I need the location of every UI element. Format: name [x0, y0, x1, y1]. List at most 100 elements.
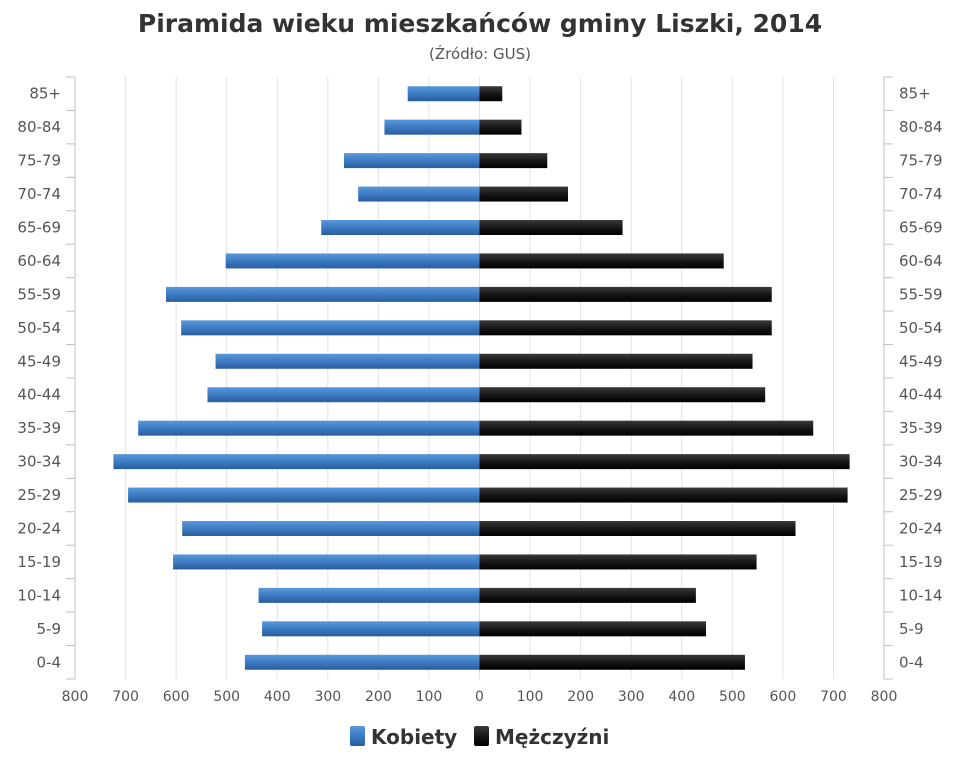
- bar-kobiety: [138, 420, 480, 436]
- category-label-right: 85+: [899, 85, 931, 103]
- category-label-left: 85+: [29, 85, 61, 103]
- x-tick-label: 500: [213, 689, 240, 705]
- x-tick-label: 200: [365, 689, 392, 705]
- category-label-left: 5-9: [37, 620, 62, 638]
- category-label-right: 40-44: [899, 386, 943, 404]
- bar-kobiety: [225, 253, 480, 269]
- bar-mezczyzni: [479, 454, 850, 470]
- bar-mezczyzni: [479, 554, 757, 570]
- category-label-left: 0-4: [37, 653, 62, 671]
- category-label-right: 70-74: [899, 185, 943, 203]
- bar-mezczyzni: [479, 521, 796, 536]
- legend-swatch-kobiety: [350, 726, 365, 746]
- category-label-right: 30-34: [899, 453, 943, 471]
- bar-mezczyzni: [479, 253, 724, 269]
- legend-label-kobiety: Kobiety: [371, 725, 457, 749]
- category-label-right: 35-39: [899, 419, 943, 437]
- category-label-left: 20-24: [17, 520, 61, 538]
- category-label-left: 70-74: [17, 185, 61, 203]
- category-label-left: 15-19: [17, 553, 61, 571]
- category-label-right: 55-59: [899, 285, 943, 303]
- bar-kobiety: [407, 86, 480, 102]
- category-label-right: 65-69: [899, 219, 943, 237]
- category-label-left: 65-69: [17, 219, 61, 237]
- bar-mezczyzni: [479, 587, 696, 603]
- bar-mezczyzni: [479, 320, 772, 336]
- category-label-left: 25-29: [17, 486, 61, 504]
- bar-kobiety: [215, 353, 480, 369]
- bar-kobiety: [173, 554, 480, 570]
- bar-mezczyzni: [479, 353, 753, 369]
- bar-mezczyzni: [479, 153, 548, 169]
- x-tick-label: 100: [416, 689, 443, 705]
- category-label-right: 75-79: [899, 152, 943, 170]
- bar-kobiety: [358, 186, 480, 202]
- bar-kobiety: [182, 521, 480, 536]
- category-label-left: 50-54: [17, 319, 61, 337]
- bar-kobiety: [258, 587, 480, 603]
- x-tick-labels: 800 700 600 500 400 300 200 100 0 100 200 300 400 500…: [62, 689, 898, 705]
- bar-mezczyzni: [479, 621, 707, 637]
- category-label-left: 60-64: [17, 252, 61, 270]
- x-tick-label: 300: [314, 689, 341, 705]
- category-label-left: 30-34: [17, 453, 61, 471]
- axes: [66, 76, 893, 680]
- category-label-left: 45-49: [17, 352, 61, 370]
- x-tick-label: 400: [668, 689, 695, 705]
- category-label-left: 75-79: [17, 152, 61, 170]
- category-label-left: 10-14: [17, 586, 61, 604]
- bar-mezczyzni: [479, 86, 503, 102]
- bar-kobiety: [321, 220, 480, 235]
- category-label-right: 25-29: [899, 486, 943, 504]
- x-tick-label: 200: [567, 689, 594, 705]
- x-tick-label: 700: [820, 689, 847, 705]
- bar-kobiety: [262, 621, 480, 637]
- category-labels: 85+ 85+ 80-84 80-84 75-79 75-79 70-74 70-74 65-6…: [17, 85, 942, 672]
- bar-mezczyzni: [479, 286, 772, 302]
- category-label-left: 55-59: [17, 285, 61, 303]
- bar-kobiety: [128, 487, 480, 503]
- category-label-right: 20-24: [899, 520, 943, 538]
- category-label-right: 50-54: [899, 319, 943, 337]
- category-label-right: 10-14: [899, 586, 943, 604]
- x-tick-label: 500: [719, 689, 746, 705]
- legend: Kobiety Mężczyźni: [350, 725, 609, 749]
- bar-kobiety: [343, 153, 480, 169]
- bar-kobiety: [384, 119, 480, 135]
- category-label-right: 5-9: [899, 620, 924, 638]
- category-label-right: 15-19: [899, 553, 943, 571]
- bar-mezczyzni: [479, 487, 848, 503]
- x-tick-label: 400: [264, 689, 291, 705]
- bar-kobiety: [207, 387, 480, 403]
- bar-mezczyzni: [479, 119, 522, 135]
- category-label-right: 0-4: [899, 653, 924, 671]
- bar-mezczyzni: [479, 220, 623, 235]
- bar-mezczyzni: [479, 387, 766, 403]
- category-label-left: 40-44: [17, 386, 61, 404]
- x-tick-label: 0: [475, 689, 484, 705]
- legend-swatch-mezczyzni: [474, 726, 489, 746]
- bar-kobiety: [244, 654, 480, 670]
- legend-label-mezczyzni: Mężczyźni: [495, 725, 609, 749]
- category-label-right: 80-84: [899, 118, 943, 136]
- category-label-right: 60-64: [899, 252, 943, 270]
- category-label-left: 35-39: [17, 419, 61, 437]
- x-tick-label: 600: [770, 689, 797, 705]
- chart-subtitle: (Źródło: GUS): [429, 44, 531, 63]
- chart-title: Piramida wieku mieszkańców gminy Liszki,…: [138, 9, 822, 38]
- bar-mezczyzni: [479, 186, 568, 202]
- x-tick-label: 800: [871, 689, 898, 705]
- bar-kobiety: [113, 454, 480, 470]
- bar-kobiety: [181, 320, 480, 336]
- x-tick-label: 100: [517, 689, 544, 705]
- x-tick-label: 300: [618, 689, 645, 705]
- bars: [113, 86, 850, 670]
- bar-mezczyzni: [479, 420, 814, 436]
- x-tick-label: 600: [163, 689, 190, 705]
- bar-kobiety: [166, 286, 480, 302]
- x-tick-label: 700: [112, 689, 139, 705]
- bar-mezczyzni: [479, 654, 745, 670]
- category-label-left: 80-84: [17, 118, 61, 136]
- x-tick-label: 800: [62, 689, 89, 705]
